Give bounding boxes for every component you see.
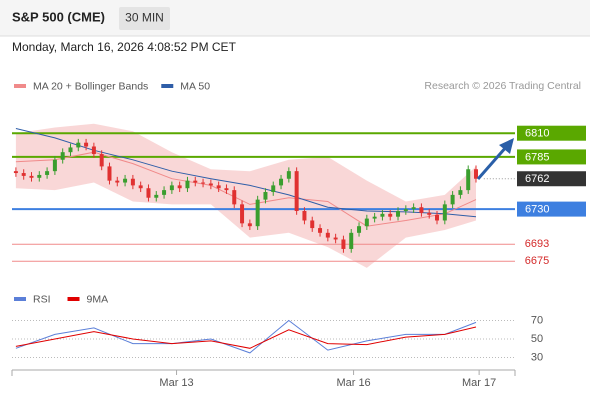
candle-body — [310, 220, 315, 229]
candle-body — [232, 190, 237, 205]
candle-body — [91, 146, 96, 155]
credit: Research © 2026 Trading Central — [424, 80, 581, 92]
candle-body — [130, 178, 135, 186]
candle-body — [427, 212, 432, 215]
candle-body — [442, 204, 447, 221]
y-tick-label: 50 — [531, 333, 543, 345]
candle-body — [99, 154, 104, 167]
candle-body — [45, 171, 50, 175]
candle-body — [247, 223, 252, 227]
candle-body — [263, 192, 268, 200]
candle-body — [60, 152, 65, 160]
arrow-head — [499, 138, 514, 154]
candle-body — [76, 142, 81, 148]
candle-body — [115, 180, 120, 183]
rsi-line — [15, 319, 477, 354]
candle-body — [216, 185, 221, 189]
candle-body — [162, 190, 167, 195]
candle-body — [154, 194, 159, 198]
level-label: 6693 — [525, 238, 549, 250]
candle-body — [411, 207, 416, 210]
level-box — [517, 149, 586, 165]
candle-body — [349, 232, 354, 249]
level-label: 6730 — [525, 204, 549, 216]
candle-body — [333, 237, 338, 240]
x-tick-label: Mar 17 — [462, 377, 496, 389]
candle-body — [435, 214, 440, 221]
y-tick-label: 30 — [531, 351, 543, 363]
candle-body — [388, 213, 393, 217]
candle-body — [107, 166, 112, 181]
candle-body — [123, 178, 128, 183]
candle-body — [68, 147, 73, 153]
candle-body — [271, 185, 276, 193]
x-tick-label: Mar 13 — [159, 377, 193, 389]
level-label: 6762 — [525, 173, 549, 185]
candle-body — [474, 169, 479, 179]
candle-body — [29, 175, 34, 178]
legend-swatch — [161, 84, 174, 88]
level-label: 6675 — [525, 255, 549, 267]
level-label: 6810 — [525, 128, 549, 140]
level-box — [517, 125, 586, 141]
candle-body — [466, 169, 471, 191]
candle-body — [341, 239, 346, 249]
candle-body — [169, 185, 174, 191]
candle-body — [450, 194, 455, 205]
candle-body — [294, 171, 299, 211]
forecast-arrow — [476, 145, 509, 180]
candle-body — [52, 159, 57, 172]
candle-body — [208, 183, 213, 186]
x-tick-label: Mar 16 — [336, 377, 370, 389]
candle-body — [372, 216, 377, 219]
candle-body — [396, 211, 401, 217]
candle-body — [279, 178, 284, 186]
candle-body — [13, 171, 18, 174]
rsi-line — [15, 326, 477, 349]
timestamp: Monday, March 16, 2026 4:08:52 PM CET — [12, 40, 237, 54]
candle-body — [193, 180, 198, 183]
legend-swatch — [67, 297, 80, 301]
candle-body — [224, 188, 229, 191]
level-box — [517, 171, 586, 187]
title: S&P 500 (CME) — [12, 9, 105, 24]
candle-body — [185, 180, 190, 189]
legend-label: 9MA — [87, 293, 109, 305]
header-bar — [0, 0, 590, 36]
level-label: 6785 — [525, 151, 549, 163]
timeframe[interactable]: 30 MIN — [125, 11, 164, 25]
candle-body — [403, 209, 408, 211]
candle-body — [255, 199, 260, 227]
candle-body — [357, 226, 362, 233]
candle-body — [286, 171, 291, 179]
candle-body — [21, 173, 26, 176]
candle-body — [37, 174, 42, 178]
legend-label: RSI — [33, 293, 51, 305]
candle-body — [302, 211, 307, 221]
candle-body — [240, 204, 245, 224]
candle-body — [318, 228, 323, 233]
candle-body — [177, 185, 182, 189]
legend-swatch — [14, 297, 26, 301]
y-tick-label: 70 — [531, 314, 543, 326]
candle-body — [138, 185, 143, 189]
candle-body — [380, 213, 385, 217]
price-chart: 6810 6785 6762 6730 6693 6675 Mar 13 Mar 16 Mar … — [12, 80, 586, 389]
timeframe-box[interactable] — [119, 7, 170, 30]
candle-body — [201, 182, 206, 184]
legend-label: MA 50 — [180, 80, 210, 92]
legend-swatch — [14, 84, 26, 88]
candle-body — [146, 188, 151, 198]
candle-body — [419, 207, 424, 213]
candle-body — [458, 190, 463, 195]
legend-label: MA 20 + Bollinger Bands — [33, 80, 148, 92]
candle-body — [325, 232, 330, 238]
candle-body — [364, 218, 369, 227]
level-box — [517, 201, 586, 217]
candle-body — [84, 142, 89, 147]
